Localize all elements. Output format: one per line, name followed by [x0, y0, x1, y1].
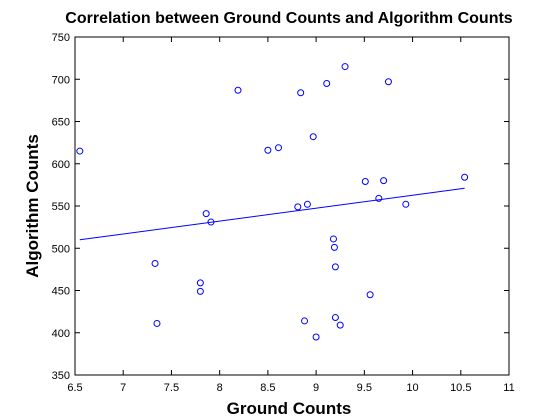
x-tick-label: 8.5 — [260, 382, 275, 394]
data-point — [196, 279, 204, 287]
data-point — [330, 243, 338, 251]
data-point — [303, 200, 311, 208]
x-tick-label: 7.5 — [164, 382, 179, 394]
data-point — [329, 235, 337, 243]
y-axis-label: Algorithm Counts — [23, 134, 42, 278]
data-point — [312, 333, 320, 341]
regression-line — [79, 187, 465, 241]
data-point — [309, 133, 317, 141]
data-point — [264, 146, 272, 154]
data-point — [234, 86, 242, 94]
x-tick-label: 7 — [120, 382, 126, 394]
data-point — [76, 147, 84, 155]
data-point — [361, 177, 369, 185]
data-point — [297, 89, 305, 97]
data-point — [301, 317, 309, 325]
y-tick-label: 350 — [52, 370, 70, 382]
fit-line-layer — [79, 187, 465, 241]
data-point — [384, 78, 392, 86]
y-axis: 350 400 450 500 550 600 650 700 750 — [52, 32, 509, 382]
y-tick-label: 750 — [52, 32, 70, 44]
x-tick-label: 9 — [313, 382, 319, 394]
x-tick-label: 9.5 — [357, 382, 372, 394]
y-tick-label: 700 — [52, 74, 70, 86]
data-point — [202, 210, 210, 218]
data-point — [341, 63, 349, 71]
data-point — [294, 203, 302, 211]
data-point — [207, 218, 215, 226]
data-point — [336, 321, 344, 329]
x-axis: 6.5 7 7.5 8 8.5 9 9.5 10 10.5 11 — [67, 37, 515, 394]
y-tick-label: 400 — [52, 328, 70, 340]
y-tick-label: 450 — [52, 286, 70, 298]
data-point — [461, 173, 469, 181]
data-point — [331, 263, 339, 271]
y-tick-label: 600 — [52, 159, 70, 171]
x-tick-label: 6.5 — [67, 382, 82, 394]
data-points — [76, 63, 469, 341]
data-point — [402, 200, 410, 208]
data-point — [153, 319, 161, 327]
data-point — [196, 287, 204, 295]
x-axis-label: Ground Counts — [227, 399, 352, 418]
y-tick-label: 550 — [52, 201, 70, 213]
x-tick-label: 8 — [217, 382, 223, 394]
x-tick-label: 11 — [503, 382, 514, 394]
y-tick-label: 500 — [52, 243, 70, 255]
data-point — [331, 314, 339, 322]
data-point — [274, 144, 282, 152]
data-point — [151, 259, 159, 267]
data-point — [323, 79, 331, 87]
x-tick-label: 10.5 — [450, 382, 471, 394]
data-point — [366, 291, 374, 299]
y-tick-label: 650 — [52, 117, 70, 129]
chart-title: Correlation between Ground Counts and Al… — [65, 10, 513, 27]
x-tick-label: 10 — [406, 382, 418, 394]
data-point — [375, 194, 383, 202]
plot-frame — [74, 36, 510, 376]
data-point — [380, 177, 388, 185]
